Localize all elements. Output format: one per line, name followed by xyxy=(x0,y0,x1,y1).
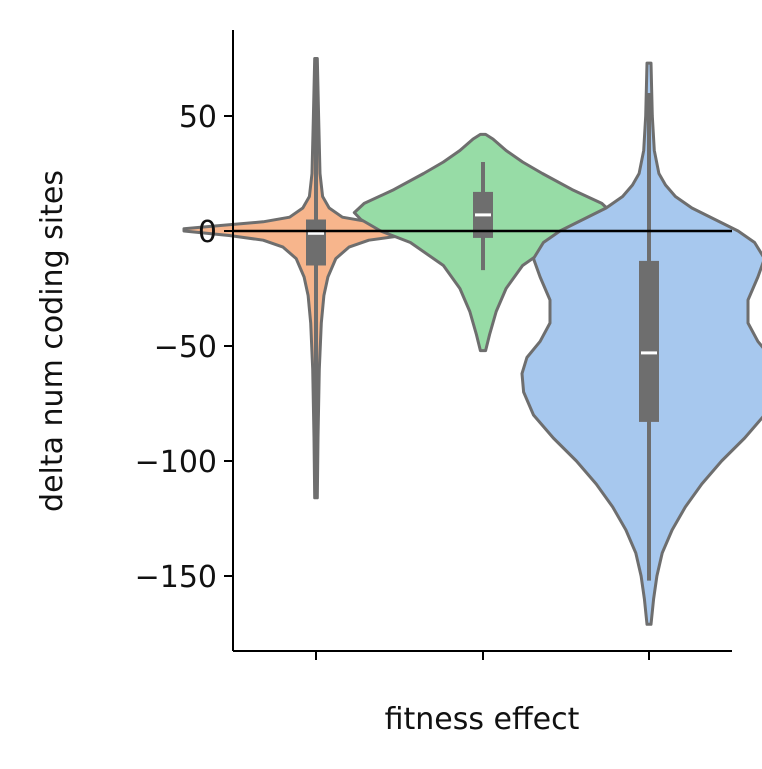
violins-layer xyxy=(182,57,762,626)
y-tick-label: −150 xyxy=(135,560,217,595)
y-tick-label: −100 xyxy=(135,445,217,480)
y-tick-label: −50 xyxy=(154,330,217,365)
violin-iqr-box xyxy=(306,219,326,266)
x-axis-label: fitness effect xyxy=(385,702,580,737)
y-tick-label: 0 xyxy=(198,215,217,250)
axes-layer: 50 0 −50 −100 −150 xyxy=(135,30,732,660)
y-tick-label: 50 xyxy=(179,100,217,135)
violin-1 xyxy=(182,57,450,500)
violin-2 xyxy=(352,132,614,353)
y-axis-label: delta num coding sites xyxy=(35,170,70,512)
violin-iqr-box xyxy=(639,260,659,422)
violin-3 xyxy=(520,61,762,626)
